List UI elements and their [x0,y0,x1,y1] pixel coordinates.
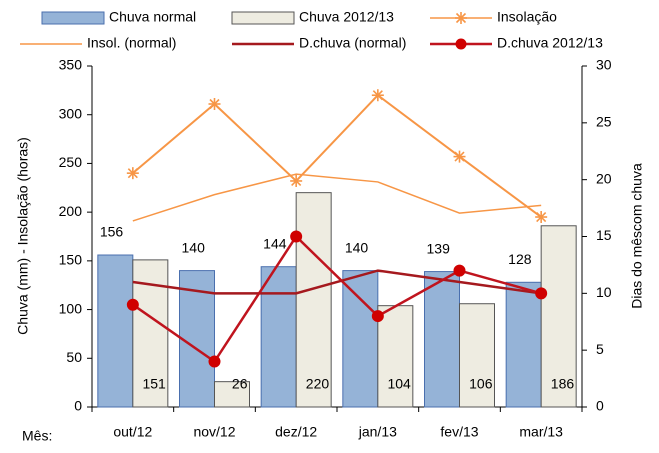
y2-tick-label: 15 [596,227,612,243]
y-tick-label: 350 [59,57,83,73]
legend-label: Insolação [497,9,557,25]
legend-label: Chuva 2012/13 [299,9,394,25]
line-marker [290,230,303,243]
line-marker [126,298,139,311]
y2-tick-label: 10 [596,284,612,300]
bar-value-label: 220 [306,376,330,392]
bar [505,281,542,408]
y2-tick-label: 30 [596,57,612,73]
marker-stroke [209,98,220,110]
bar [214,381,250,408]
line-marker [371,310,384,323]
line-marker [126,167,139,180]
bar [377,305,414,408]
line-marker [453,264,466,277]
line [132,93,542,218]
y-tick-label: 250 [59,154,83,170]
line-marker [371,89,384,102]
line [132,234,542,364]
y-tick-label: 300 [59,105,83,121]
legend-label: Chuva normal [109,9,196,25]
bar-value-label: 104 [387,376,411,392]
marker-stroke [536,211,547,223]
line-marker [290,174,303,187]
marker-stroke [454,151,465,162]
bar [459,303,495,408]
bar-value-label: 151 [142,376,166,392]
x-tick-label: mar/13 [519,424,563,440]
x-tick-label: dez/12 [275,424,317,440]
bar-value-label: 140 [345,239,369,255]
line-marker [535,211,548,224]
x-axis-label: Mês: [22,428,52,444]
x-tick-label: nov/12 [193,424,235,440]
bar-value-label: 186 [551,376,575,392]
y-tick-label: 50 [66,349,82,365]
y2-tick-label: 25 [596,114,612,130]
legend-swatch [231,11,295,25]
x-tick-label: fev/13 [440,424,478,440]
line [132,269,542,295]
marker-stroke [127,168,138,179]
bar [97,254,134,408]
y2-tick-label: 5 [596,341,604,357]
bar [342,270,379,408]
bar-value-label: 139 [427,240,451,256]
legend-swatch [41,11,105,25]
bar-value-label: 128 [508,251,532,267]
legend-marker [455,12,467,24]
line-marker [208,355,221,368]
bar [540,225,577,408]
bar-value-label: 144 [263,235,287,251]
y-axis-label: Chuva (mm) - Insolação (horas) [15,137,31,335]
legend-label: Insol. (normal) [87,35,176,51]
y-tick-label: 200 [59,203,83,219]
legend-label: D.chuva 2012/13 [497,35,603,51]
y-tick-label: 150 [59,252,83,268]
bar [424,271,460,408]
bar-value-label: 140 [182,239,206,255]
y-tick-label: 100 [59,300,83,316]
bar-value-label: 26 [232,376,248,392]
legend-marker [455,38,467,50]
marker-stroke [291,175,302,187]
bar-value-label: 106 [469,376,493,392]
bar-value-label: 156 [100,224,124,240]
line-marker [535,287,548,300]
bar [295,192,332,408]
bar [260,266,297,408]
line-marker [208,97,221,110]
marker-stroke [372,90,383,101]
y2-tick-label: 0 [596,398,604,414]
legend-label: D.chuva (normal) [299,35,406,51]
y2-axis-label: Dias do mêscom chuva [629,163,645,309]
line-marker [453,150,466,163]
y-tick-label: 0 [74,398,82,414]
x-tick-label: out/12 [113,424,152,440]
y2-tick-label: 20 [596,170,612,186]
line [132,173,542,222]
x-tick-label: jan/13 [358,424,397,440]
